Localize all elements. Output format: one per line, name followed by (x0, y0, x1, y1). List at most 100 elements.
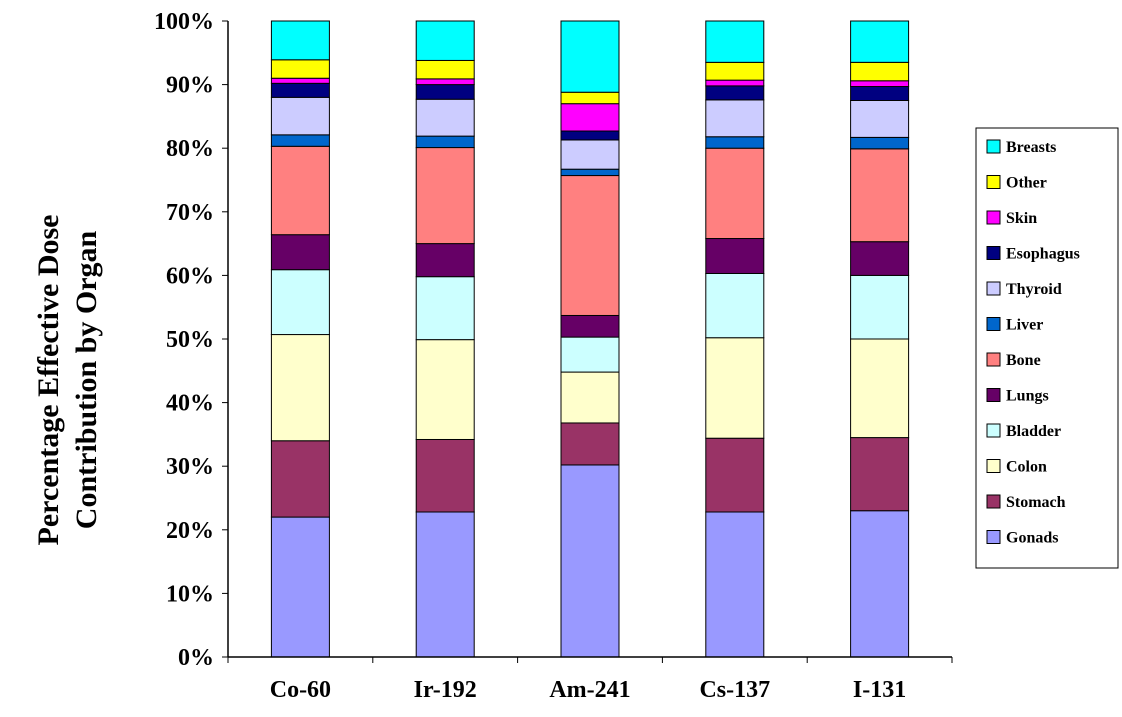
legend: Breasts Other Skin Esophagus Thyroid Liver Bon… (975, 127, 1119, 569)
bars-group (270, 20, 910, 658)
bar-segment-skin (560, 103, 620, 132)
bar-segment-esophagus (850, 86, 910, 102)
bar-segment-other (850, 61, 910, 82)
bar-segment-liver (705, 136, 765, 149)
bar-segment-other (415, 59, 475, 80)
bar-segment-bladder (415, 276, 475, 341)
legend-swatch-colon (986, 459, 1001, 473)
bar-segment-other (705, 61, 765, 81)
bar-segment-other (560, 91, 620, 105)
bar-segment-bone (415, 147, 475, 245)
bar-segment-colon (560, 371, 620, 424)
legend-swatch-liver (986, 317, 1001, 331)
bar-segment-thyroid (705, 99, 765, 138)
bar-segment-stomach (415, 438, 475, 513)
bar-segment-breasts (270, 20, 330, 61)
bar-segment-other (270, 59, 330, 79)
bar-segment-gonads (415, 511, 475, 658)
bar-segment-colon (415, 339, 475, 440)
bar-segment-gonads (850, 510, 910, 658)
legend-label-bladder: Bladder (1006, 423, 1061, 440)
bar-segment-breasts (850, 20, 910, 63)
bar-segment-liver (415, 135, 475, 149)
legend-swatch-bladder (986, 423, 1001, 438)
legend-label-skin: Skin (1006, 210, 1037, 227)
legend-label-esophagus: Esophagus (1006, 246, 1080, 263)
bar-segment-bone (560, 175, 620, 316)
x-labels-group: Co-60 Ir-192 Am-241 Cs-137 I-131 (270, 677, 907, 703)
legend-label-breasts: Breasts (1006, 139, 1056, 156)
legend-swatch-breasts (986, 139, 1001, 154)
legend-label-stomach: Stomach (1006, 494, 1066, 511)
bar-segment-esophagus (270, 82, 330, 98)
bar-segment-lungs (415, 243, 475, 278)
legend-swatch-skin (986, 210, 1001, 225)
y-tick-label: 80% (166, 136, 214, 162)
bar-segment-colon (850, 338, 910, 439)
y-ticks-group: 0% 10% 20% 30% 40% 50% 60% 70% 80% 90% 100% (154, 9, 228, 671)
bar-segment-gonads (560, 464, 620, 658)
legend-label-other: Other (1006, 175, 1047, 192)
bar-segment-breasts (705, 20, 765, 63)
bar-segment-lungs (705, 238, 765, 274)
bar-segment-lungs (850, 241, 910, 276)
bar-segment-stomach (705, 437, 765, 513)
bar-segment-breasts (560, 20, 620, 93)
bar-segment-skin (415, 78, 475, 86)
y-tick-label: 20% (166, 518, 214, 544)
bar-segment-stomach (560, 422, 620, 466)
bar-segment-skin (705, 79, 765, 87)
y-tick-label: 70% (166, 200, 214, 226)
bar-segment-thyroid (560, 139, 620, 170)
x-tick-label: Ir-192 (414, 677, 477, 703)
x-tick-label: Cs-137 (699, 677, 770, 703)
legend-label-lungs: Lungs (1006, 388, 1049, 405)
x-tick-label: Am-241 (549, 677, 630, 703)
bar-segment-stomach (270, 440, 330, 518)
legend-label-bone: Bone (1006, 352, 1041, 369)
legend-label-thyroid: Thyroid (1006, 281, 1062, 298)
bar-segment-thyroid (850, 100, 910, 138)
legend-swatch-lungs (986, 388, 1001, 402)
legend-swatch-stomach (986, 494, 1001, 509)
bar-segment-skin (850, 80, 910, 88)
bar-segment-liver (850, 136, 910, 150)
legend-label-gonads: Gonads (1006, 530, 1058, 547)
y-tick-label: 100% (154, 9, 214, 35)
bar-segment-bladder (270, 269, 330, 336)
bar-segment-bone (705, 147, 765, 240)
y-tick-label: 60% (166, 263, 214, 289)
x-tick-label: Co-60 (270, 677, 331, 703)
y-tick-label: 0% (178, 645, 214, 671)
x-tick-label: I-131 (853, 677, 906, 703)
y-tick-label: 50% (166, 327, 214, 353)
bar-segment-lungs (270, 234, 330, 271)
y-tick-label: 10% (166, 581, 214, 607)
bar-segment-thyroid (415, 98, 475, 137)
bar-segment-bone (850, 148, 910, 243)
legend-swatch-bone (986, 352, 1001, 367)
legend-swatch-thyroid (986, 281, 1001, 296)
bar-segment-gonads (270, 516, 330, 658)
y-tick-label: 30% (166, 454, 214, 480)
bar-segment-colon (705, 337, 765, 439)
bar-segment-esophagus (415, 84, 475, 100)
y-axis-label-line-1: Percentage Effective Dose (32, 215, 65, 546)
legend-swatch-esophagus (986, 246, 1001, 260)
bar-segment-bladder (850, 274, 910, 340)
y-axis-label-line-2: Contribution by Organ (70, 230, 103, 529)
legend-swatch-other (986, 175, 1001, 189)
legend-swatch-gonads (986, 530, 1001, 544)
bar-segment-liver (270, 134, 330, 147)
bar-segment-esophagus (560, 130, 620, 141)
bar-segment-gonads (705, 511, 765, 658)
legend-label-liver: Liver (1006, 317, 1043, 334)
bar-segment-bladder (705, 272, 765, 339)
bar-segment-thyroid (270, 96, 330, 136)
y-tick-label: 90% (166, 73, 214, 99)
y-tick-label: 40% (166, 391, 214, 417)
bar-segment-lungs (560, 314, 620, 338)
bar-segment-bone (270, 145, 330, 236)
bar-segment-colon (270, 334, 330, 442)
